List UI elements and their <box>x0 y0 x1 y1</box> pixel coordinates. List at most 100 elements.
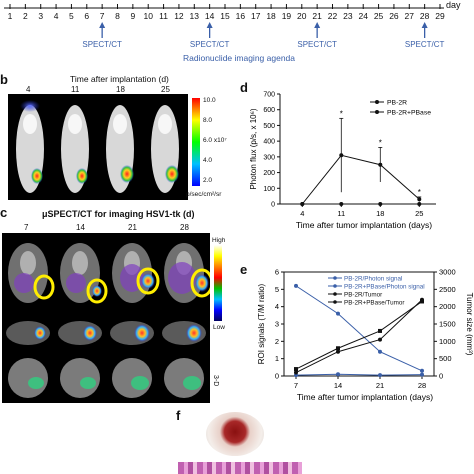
panel-e-series-line <box>295 285 423 372</box>
timeline-day-number: 9 <box>130 11 135 21</box>
panel-e-ytick-label: 4 <box>275 302 279 311</box>
timeline-day-number: 20 <box>297 11 307 21</box>
panel-d-chart: 0 100 200 300 400 500 600 700 4 11 18 25 Time after … <box>249 92 436 230</box>
panel-e-ytick-label: 2 <box>275 337 279 346</box>
timeline-day-number: 13 <box>190 11 200 21</box>
timeline-day-number: 17 <box>251 11 261 21</box>
panel-b: b Time after implantation (d) 4 11 18 25 <box>0 70 234 205</box>
panel-c-3d-label: 3-D <box>212 375 219 387</box>
timeline-day-number: 21 <box>312 11 322 21</box>
panel-b-scale-tick: 2.0 <box>203 177 213 184</box>
timeline-day-number: 25 <box>374 11 384 21</box>
panel-e-point <box>378 328 382 333</box>
panel-e-legend-label: PB-2R+PBase/Tumor <box>344 300 404 307</box>
panel-e-y2tick-label: 0 <box>439 372 443 381</box>
panel-d-xtick-label: 4 <box>300 209 304 218</box>
panel-d-legend-marker <box>375 100 379 104</box>
panel-b-scale-tick: 4.0 <box>203 157 213 164</box>
panel-d-legend-label: PB-2R+PBase <box>387 110 431 117</box>
panel-d-significance: * <box>379 138 382 147</box>
timeline-day-number: 7 <box>100 11 105 21</box>
panel-c-letter: c <box>0 205 8 220</box>
timeline-spect-label: SPECT/CT <box>190 40 230 49</box>
panel-b-mouse-strip <box>8 94 188 200</box>
panel-c-time-label: 21 <box>128 223 137 232</box>
timeline-spect-label: SPECT/CT <box>297 40 337 49</box>
panel-d-xtick-label: 18 <box>376 209 384 218</box>
panel-d-xtick-label: 25 <box>415 209 423 218</box>
timeline-day-number: 22 <box>328 11 338 21</box>
panel-b-time-label: 25 <box>161 85 170 94</box>
panel-d-significance: * <box>340 109 343 118</box>
timeline-day-number: 4 <box>54 11 59 21</box>
panel-e-point <box>336 346 340 351</box>
panel-b-color-scale <box>192 98 200 186</box>
panel-e-y2tick-label: 2000 <box>439 302 456 311</box>
panel-e-ytick-label: 1 <box>275 354 279 363</box>
bioluminescence-mice-image <box>16 100 179 193</box>
timeline-arrowhead <box>206 22 213 28</box>
panel-d-ylabel: Photon flux (p/s, x 10⁶) <box>249 108 258 189</box>
panel-e-legend-label: PB-2R+PBase/Photon signal <box>344 284 425 291</box>
panel-b-scale-tick: 10.0 <box>203 97 216 104</box>
panel-e-point <box>336 349 340 354</box>
timeline-day-number: 26 <box>389 11 399 21</box>
panel-d-legend-marker <box>375 110 379 114</box>
panel-e-point <box>294 370 298 375</box>
panel-e-y2tick-label: 1500 <box>439 320 456 329</box>
panel-e-xtick-label: 14 <box>334 381 342 390</box>
panel-c-time-label: 7 <box>24 223 29 232</box>
panel-b-title: Time after implantation (d) <box>70 74 169 84</box>
panel-d-ytick-label: 400 <box>263 139 275 146</box>
timeline-day-number: 2 <box>23 11 28 21</box>
panel-d-ytick-label: 500 <box>263 123 275 130</box>
timeline-day-label: day <box>446 0 461 10</box>
panel-c-scale-low: Low <box>213 324 225 331</box>
panel-f-letter: f <box>176 408 181 423</box>
panel-d-ytick-label: 300 <box>263 154 275 161</box>
panel-e-y2label: Tumor size (mm³) <box>465 293 474 356</box>
panel-e-series-line <box>295 299 423 373</box>
panel-b-scale-unit: p/sec/cm²/sr <box>186 191 222 198</box>
panel-e-ytick-label: 3 <box>275 320 279 329</box>
panel-d-point <box>300 202 305 206</box>
panel-b-time-label: 11 <box>71 85 80 94</box>
panel-c-scale-high: High <box>212 237 226 244</box>
timeline-day-number: 16 <box>236 11 246 21</box>
panel-b-time-label: 4 <box>26 85 31 94</box>
panel-e-series-line <box>295 373 423 376</box>
panel-e-legend-marker <box>333 300 337 304</box>
timeline-day-number: 24 <box>358 11 368 21</box>
panel-e-ytick-label: 6 <box>275 268 279 277</box>
spect-ct-mice-image <box>6 243 214 398</box>
panel-e-legend-label: PB-2R/Tumor <box>344 292 382 299</box>
panel-e-point <box>336 311 340 316</box>
timeline-day-number: 12 <box>174 11 184 21</box>
panel-d-xtick-label: 11 <box>337 209 345 218</box>
panel-e-y2tick-label: 2500 <box>439 285 456 294</box>
timeline-day-number: 6 <box>84 11 89 21</box>
timeline-day-number: 28 <box>420 11 430 21</box>
panel-e-ytick-label: 0 <box>275 372 279 381</box>
panel-d-point <box>378 202 383 206</box>
panel-e-point <box>294 367 298 372</box>
timeline-day-number: 8 <box>115 11 120 21</box>
panel-d-series-line <box>301 154 420 205</box>
panel-b-scale-tick: 8.0 <box>203 117 213 124</box>
panel-d-point <box>378 162 383 167</box>
panel-d-ytick-label: 100 <box>263 186 275 193</box>
timeline-day-number: 14 <box>205 11 215 21</box>
panel-e-letter: e <box>240 262 248 277</box>
panel-d: d 0 100 200 300 400 500 600 700 4 11 18 25 Time afte… <box>240 80 474 232</box>
timeline: 1 2 3 4 5 6 7 8 9 10 11 12 13 14 15 16 17 18 19 20 21 22 23 24 2… <box>0 0 474 70</box>
panel-d-ytick-label: 200 <box>263 170 275 177</box>
panel-e-legend-marker <box>333 276 337 280</box>
panel-d-ytick-label: 700 <box>263 92 275 99</box>
panel-c: c μSPECT/CT for imaging HSV1-tk (d) 7 14 2… <box>0 205 234 405</box>
panel-e-point <box>336 372 340 377</box>
panel-d-xlabel: Time after tumor implantation (days) <box>296 220 432 230</box>
timeline-arrowhead <box>99 22 106 28</box>
timeline-day-number: 15 <box>220 11 230 21</box>
panel-e-point <box>420 297 424 302</box>
panel-d-significance: * <box>418 188 421 197</box>
